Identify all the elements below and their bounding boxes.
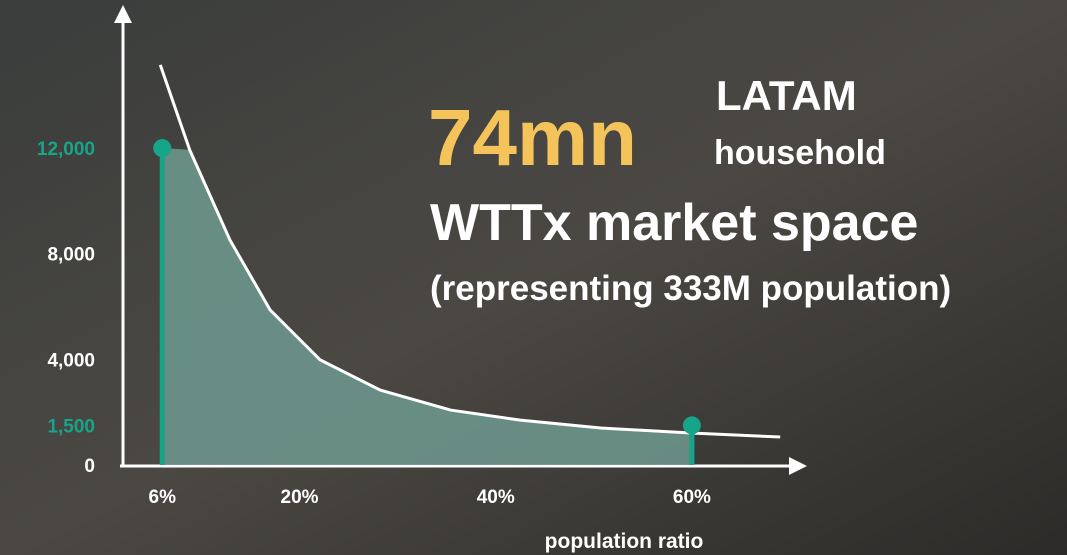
marker-dot	[153, 139, 171, 157]
y-tick-label: 4,000	[47, 350, 95, 371]
chart: 74mn LATAM household WTTx market space (…	[0, 0, 1067, 555]
x-tick-label: 60%	[673, 487, 711, 508]
headline-number: 74mn	[428, 93, 637, 182]
headline-unit: household	[714, 134, 886, 172]
headline-region: LATAM	[716, 72, 857, 119]
marker-dot	[683, 416, 701, 434]
x-tick-label: 40%	[477, 487, 515, 508]
y-tick-label: 8,000	[47, 245, 95, 266]
y-tick-label: 1,500	[47, 416, 95, 437]
x-tick-label: 6%	[149, 487, 177, 508]
y-tick-label: 0	[84, 456, 95, 477]
headline-line2: (representing 333M population)	[430, 269, 951, 308]
x-tick-label: 20%	[281, 487, 319, 508]
page: {"chart_data": {"type": "area", "headlin…	[0, 0, 1067, 555]
x-axis-label: population ratio	[545, 530, 704, 553]
y-tick-label: 12,000	[37, 139, 95, 160]
headline-line1: WTTx market space	[430, 194, 918, 252]
